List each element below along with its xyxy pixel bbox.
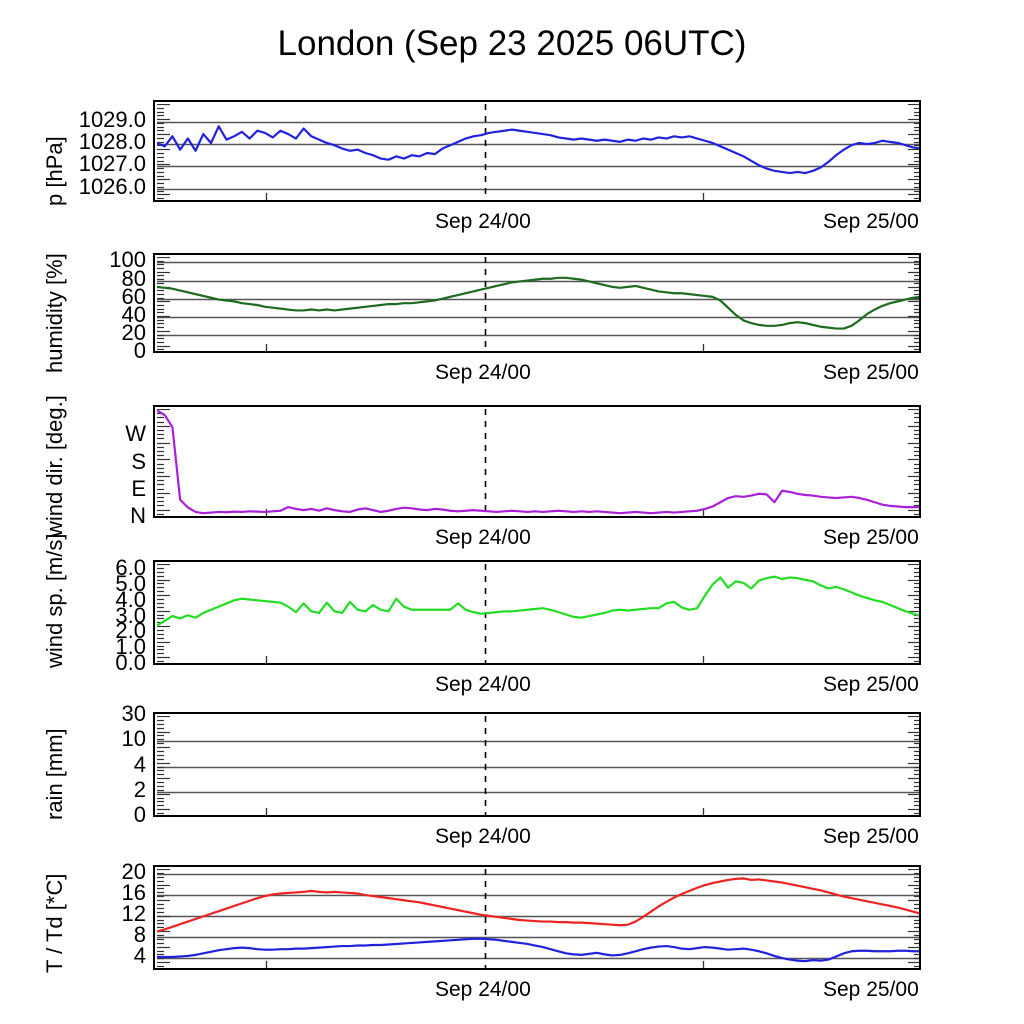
xtick-label-sep25: Sep 25/00 bbox=[823, 825, 919, 848]
ytick-label-rain: 10 bbox=[121, 726, 146, 752]
ytick-label-pressure: 1026.0 bbox=[78, 173, 146, 199]
plot-area-rain bbox=[153, 712, 921, 817]
plot-area-temperature bbox=[153, 865, 921, 970]
xtick-label-sep24: Sep 24/00 bbox=[435, 526, 531, 549]
ytick-label-wind_speed: 0.0 bbox=[115, 650, 146, 675]
axis-title-temperature: T / Td [*C] bbox=[42, 873, 67, 973]
xtick-label-sep25: Sep 25/00 bbox=[823, 978, 919, 1001]
ytick-label-temperature: 16 bbox=[121, 880, 146, 906]
xtick-label-sep24: Sep 24/00 bbox=[435, 978, 531, 1001]
ytick-label-wind_dir: N bbox=[130, 503, 146, 528]
ytick-label-rain: 4 bbox=[133, 751, 146, 777]
ytick-label-humidity: 40 bbox=[121, 301, 146, 327]
ytick-label-wind_dir: E bbox=[131, 475, 146, 501]
ytick-label-rain: 0 bbox=[133, 802, 146, 827]
ytick-label-wind_speed: 4.0 bbox=[115, 586, 146, 612]
xtick-label-sep24: Sep 24/00 bbox=[435, 825, 531, 848]
xtick-label-sep25: Sep 25/00 bbox=[823, 210, 919, 233]
plot-area-wind_dir bbox=[153, 405, 921, 518]
ytick-label-humidity: 80 bbox=[121, 265, 146, 291]
axis-title-wind_speed: wind sp. [m/s] bbox=[42, 533, 67, 668]
axis-title-pressure: p [hPa] bbox=[42, 136, 67, 206]
ytick-label-temperature: 12 bbox=[121, 900, 146, 926]
xtick-label-sep25: Sep 25/00 bbox=[823, 361, 919, 384]
ytick-label-wind_dir: W bbox=[125, 421, 146, 447]
xtick-label-sep24: Sep 24/00 bbox=[435, 361, 531, 384]
plot-area-wind_speed bbox=[153, 560, 921, 665]
ytick-label-pressure: 1029.0 bbox=[78, 106, 146, 132]
axis-title-wind_dir: wind dir. [deg.] bbox=[42, 394, 67, 537]
plot-area-pressure bbox=[153, 100, 921, 202]
ytick-label-pressure: 1027.0 bbox=[78, 151, 146, 177]
ytick-label-wind_speed: 5.0 bbox=[115, 571, 146, 597]
xtick-label-sep24: Sep 24/00 bbox=[435, 673, 531, 696]
ytick-label-temperature: 4 bbox=[133, 942, 146, 968]
axis-title-humidity: humidity [%] bbox=[42, 253, 67, 373]
ytick-label-humidity: 60 bbox=[121, 283, 146, 309]
ytick-label-wind_speed: 3.0 bbox=[115, 602, 146, 628]
plot-area-humidity bbox=[153, 253, 921, 353]
ytick-label-wind_dir: S bbox=[131, 448, 146, 474]
ytick-label-rain: 2 bbox=[133, 776, 146, 802]
ytick-label-temperature: 8 bbox=[133, 921, 146, 947]
ytick-label-rain: 30 bbox=[121, 701, 146, 726]
ytick-label-humidity: 0 bbox=[133, 338, 146, 363]
xtick-label-sep25: Sep 25/00 bbox=[823, 526, 919, 549]
ytick-label-humidity: 100 bbox=[109, 247, 146, 273]
xtick-label-sep25: Sep 25/00 bbox=[823, 673, 919, 696]
ytick-label-humidity: 20 bbox=[121, 319, 146, 345]
ytick-label-temperature: 20 bbox=[121, 859, 146, 885]
ytick-label-pressure: 1028.0 bbox=[78, 129, 146, 155]
axis-title-rain: rain [mm] bbox=[42, 727, 67, 820]
page-title: London (Sep 23 2025 06UTC) bbox=[277, 24, 747, 63]
ytick-label-wind_speed: 6.0 bbox=[115, 555, 146, 581]
ytick-label-wind_speed: 2.0 bbox=[115, 618, 146, 644]
ytick-label-wind_speed: 1.0 bbox=[115, 634, 146, 660]
xtick-label-sep24: Sep 24/00 bbox=[435, 210, 531, 233]
